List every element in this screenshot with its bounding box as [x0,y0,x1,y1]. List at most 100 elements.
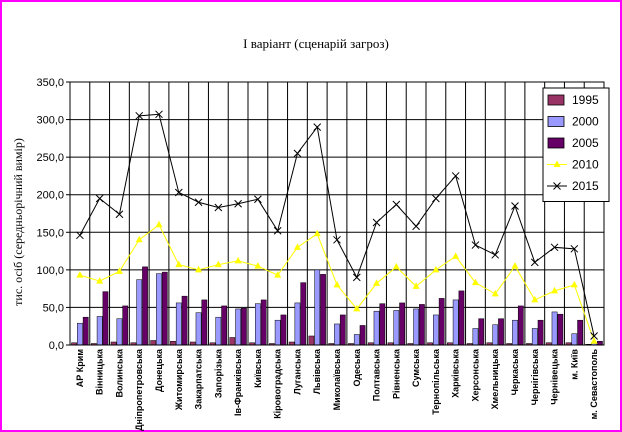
x-tick-label: Запорізька [213,348,223,398]
marker-2010 [76,271,84,278]
marker-2010 [195,265,203,273]
marker-2015 [333,235,341,244]
marker-2015 [214,203,223,212]
bar-2005 [161,271,168,346]
y-tick-label: 300,0 [36,115,64,127]
x-tick-label: Кіровоградська [273,348,283,419]
legend: 1995 2000 2005 2010 2015 [542,87,610,202]
bar-2005 [438,298,445,346]
marker-2010 [293,243,301,250]
marker-2015 [273,226,282,235]
bar-2005 [241,307,247,346]
marker-2010 [214,260,222,268]
x-tick-label: Харківська [451,348,461,398]
bar-2000 [215,316,222,346]
grid [69,81,605,346]
legend-swatch-2000 [547,116,565,127]
marker-2015 [451,172,460,180]
legend-marker-2010 [553,160,561,167]
marker-2010 [115,267,123,274]
y-tick-label: 150,0 [36,227,64,239]
bar-2000 [571,333,578,346]
marker-2015 [372,218,381,227]
bar-2000 [531,328,538,346]
x-tick-label: м. Севастополь [589,349,599,420]
x-tick-label: Київська [253,348,263,388]
bar-1995 [150,340,157,346]
bar-2005 [221,305,227,346]
x-tick-label: Полтавська [372,348,382,401]
marker-2010 [353,304,361,312]
marker-2015 [590,332,598,340]
legend-swatch-2005 [547,137,565,149]
legend-label: 2010 [572,158,599,172]
marker-2010 [333,280,341,288]
legend-label: 2005 [572,136,599,150]
marker-2015 [392,200,401,209]
bar-2005 [399,302,405,346]
x-tick-label: Черкаська [510,348,520,395]
x-tick-label: Одеська [352,348,362,386]
bar-2000 [551,311,558,346]
x-tick-label: Донецька [154,348,164,392]
bar-2005 [379,303,386,346]
marker-2010 [313,229,321,237]
bar-2005 [280,314,287,346]
bar-2000 [433,314,439,346]
x-tick-label: АР Крим [75,349,85,388]
bar-2005 [122,305,129,346]
marker-2010 [551,286,559,294]
axes: 0,0 50,0 100,0 150,0 200,0 250,0 300,0 350,0 АР … [36,77,605,431]
marker-2015 [491,250,500,259]
marker-2015 [174,188,183,197]
marker-2010 [234,256,242,264]
bar-2000 [235,308,241,346]
bar-2000 [472,328,479,346]
bar-2005 [201,299,208,346]
marker-2010 [175,260,183,268]
marker-2015 [471,241,480,249]
marker-2010 [590,337,598,344]
bar-1995 [170,340,176,346]
legend-swatch-1995 [547,94,565,106]
marker-2015 [293,149,302,158]
marker-2015 [115,210,124,219]
marker-2010 [392,262,400,270]
bar-2000 [96,316,103,346]
bar-2005 [142,266,148,346]
bar-2005 [517,305,524,346]
x-tick-label: Херсонська [470,348,480,401]
marker-2015 [95,194,104,203]
marker-2010 [452,252,460,259]
chart-title: І варіант (сценарій загроз) [243,36,389,51]
legend-marker-2015 [553,182,561,190]
marker-2010 [491,289,499,297]
marker-2010 [135,235,143,243]
marker-2015 [550,243,559,252]
x-tick-label: Вінницька [95,348,105,395]
x-tick-label: Закарпатська [194,348,204,409]
y-tick-label: 0,0 [49,340,64,352]
bar-2005 [498,318,504,346]
y-tick-label: 250,0 [36,152,64,164]
marker-2010 [570,280,578,288]
marker-2010 [254,262,262,269]
bar-2005 [419,304,425,346]
marker-2015 [194,198,203,207]
bar-2005 [102,291,109,346]
x-tick-label: Хмельницька [490,348,500,409]
x-tick-label: Ів-Франківська [233,348,243,416]
lines [76,110,598,344]
bar-2000 [373,310,380,346]
x-tick-label: Сумська [411,348,421,387]
marker-2015 [155,110,163,119]
bar-2000 [274,319,281,346]
marker-2010 [471,278,479,286]
bar-2005 [339,314,346,346]
bar-2000 [116,318,123,346]
marker-2015 [76,231,84,240]
marker-2015 [234,199,242,208]
x-tick-label: Луганська [292,348,302,395]
bar-2000 [314,269,321,346]
